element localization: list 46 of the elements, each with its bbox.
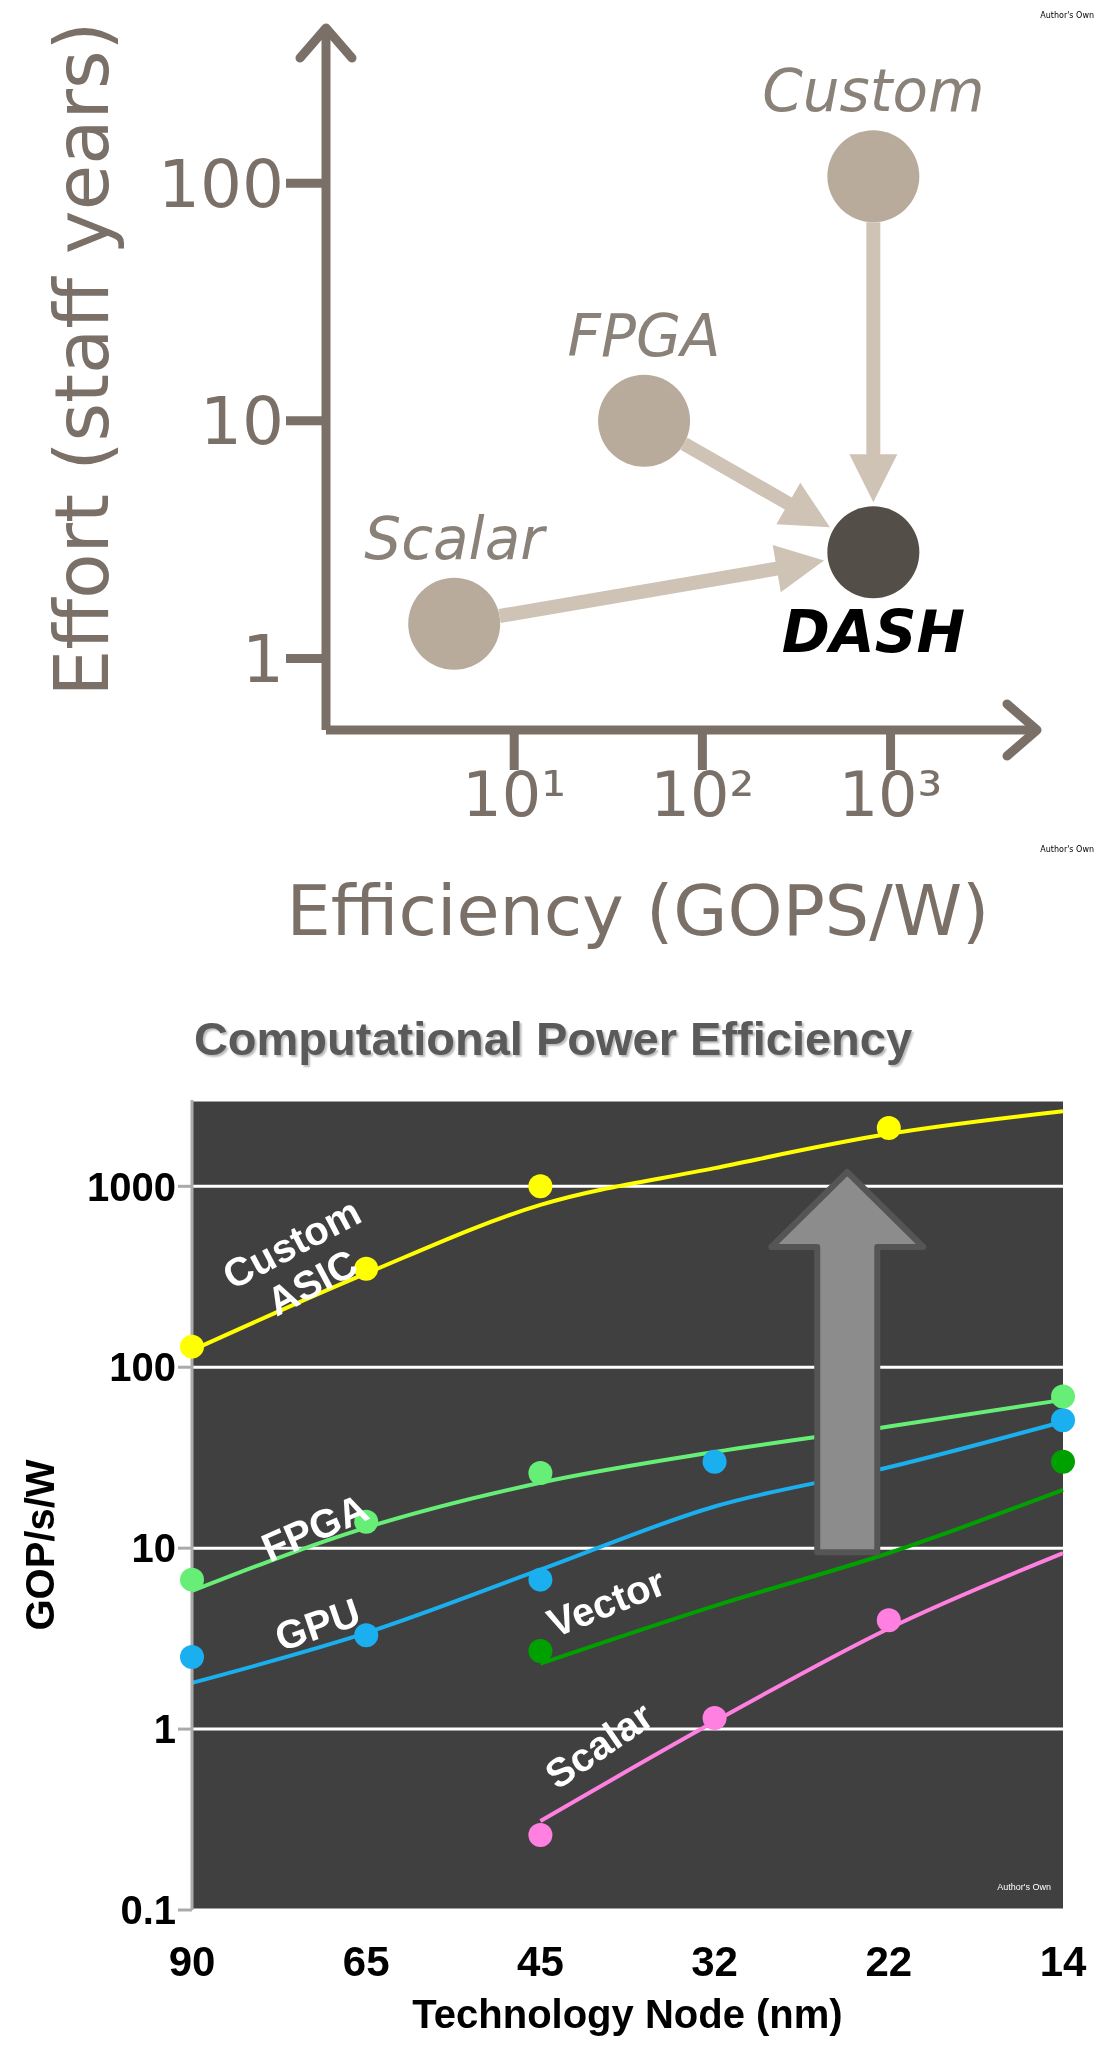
x-tick-label: 65	[342, 1937, 390, 1985]
text: Author's Own	[1040, 845, 1094, 854]
point	[528, 1822, 553, 1847]
text: GPU	[269, 1589, 366, 1660]
text: Vector	[541, 1559, 672, 1646]
x-tick-label: 90	[168, 1937, 216, 1985]
y-tick-label: 1	[242, 620, 284, 698]
series-label: FPGA	[567, 301, 721, 370]
text: FPGA	[254, 1485, 375, 1570]
point	[702, 1706, 727, 1731]
point	[1051, 1449, 1075, 1474]
x-tick-label: 22	[865, 1937, 913, 1985]
point	[528, 1461, 553, 1486]
point	[180, 1567, 204, 1592]
y-tick-label: 1000	[87, 1164, 176, 1209]
point	[876, 1608, 901, 1633]
point	[528, 1639, 553, 1664]
point	[528, 1174, 553, 1199]
x-axis-title: Efficiency (GOPS/W)	[286, 870, 990, 952]
x-tick-label: 14	[1039, 1937, 1087, 1985]
y-axis-title: Effort (staff years)	[39, 21, 125, 697]
y-tick-label: 10	[131, 1526, 176, 1571]
text: Author's Own	[1040, 11, 1094, 20]
y-tick-label: 100	[109, 1345, 176, 1390]
y-tick-label: 0.1	[120, 1888, 176, 1933]
point	[876, 1116, 901, 1141]
point	[702, 1449, 727, 1474]
y-tick-label: 100	[158, 145, 284, 223]
chart-title: Computational Power Efficiency	[192, 1011, 914, 1067]
x-tick-label: 32	[691, 1937, 738, 1985]
x-tick-label: 10³	[838, 758, 943, 832]
x-axis-title: Technology Node (nm)	[412, 1992, 843, 2036]
point	[1051, 1408, 1075, 1433]
y-tick-label: 1	[153, 1707, 176, 1752]
x-tick-label: 10²	[650, 758, 755, 832]
series-label: Scalar	[364, 504, 548, 573]
point	[1051, 1384, 1075, 1409]
series-label: Custom	[762, 57, 985, 126]
annotation: Author's Own	[997, 1882, 1051, 1892]
y-axis-title: GOP/s/W	[18, 1459, 62, 1631]
point	[180, 1334, 204, 1359]
y-tick-label: 10	[200, 383, 284, 461]
x-tick-label: 45	[517, 1937, 564, 1985]
x-tick-label: 10¹	[462, 758, 567, 832]
point	[180, 1645, 204, 1670]
series-label: DASH	[781, 598, 966, 667]
